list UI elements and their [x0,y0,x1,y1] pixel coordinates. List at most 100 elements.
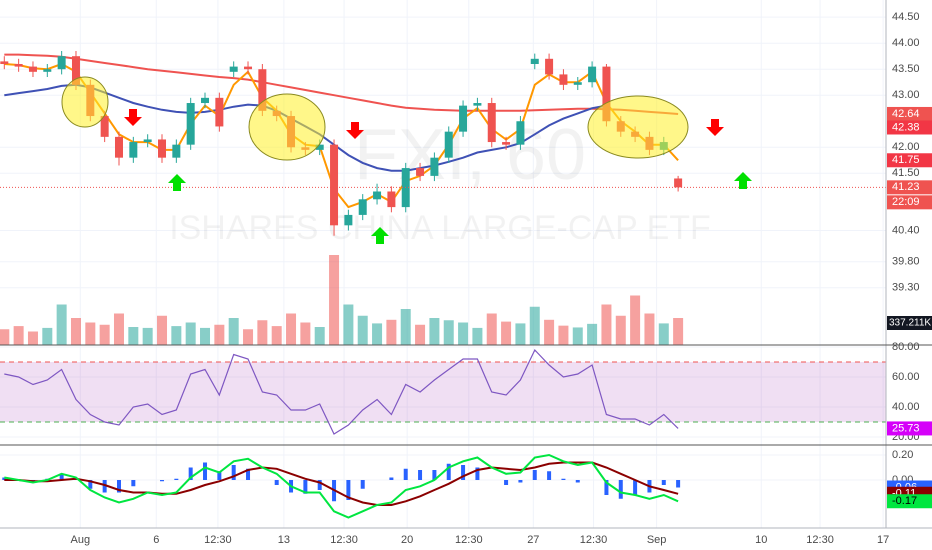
macd-histogram-bar [403,468,408,480]
watermark-name: ISHARES CHINA LARGE-CAP ETF [169,209,711,247]
macd-histogram-bar [561,478,566,480]
volume-bar [615,315,626,345]
candle-body [473,103,482,106]
candle-body [244,66,253,70]
macd-histogram-bar [246,468,251,480]
volume-bar [329,255,340,345]
volume-bar [587,323,598,345]
countdown: 22:09 [892,196,920,208]
y-tick-label: 43.00 [892,89,920,101]
candle-body [545,58,554,75]
marks [0,50,886,519]
price-label-box [887,106,932,121]
candle-body [330,144,339,226]
x-tick-label: 13 [278,534,290,546]
x-tick-label: Aug [70,534,90,546]
price-label: 42.64 [892,108,920,120]
candle-body [502,142,511,145]
volume-bar [13,326,24,345]
y-tick-label: 80.00 [892,341,920,353]
price-label-box [887,153,932,168]
y-tick-label: 40.40 [892,224,920,236]
volume-bar [300,322,311,345]
macd-histogram-bar [274,480,279,485]
volume-bar [415,324,426,345]
macd-histogram-bar [231,465,236,480]
volume-bar [228,318,239,345]
macd-histogram-bar [676,480,681,488]
volume-bar [400,309,411,345]
y-tick-label: 42.00 [892,141,920,153]
volume-bar [214,324,225,345]
y-tick-label: 60.00 [892,371,920,383]
volume-bar [630,295,641,345]
volume-bar [501,321,512,345]
volume-bar [113,313,124,345]
candle-body [315,144,324,150]
candle-body [114,136,123,158]
candle-body [459,105,468,132]
rsi-band [0,361,886,423]
candle-body [201,97,210,104]
macd-histogram-bar [575,480,580,483]
macd-histogram-bar [504,480,509,485]
macd-histogram-bar [217,471,222,480]
macd-histogram-bar [518,480,523,483]
price-label: 42.38 [892,121,920,133]
volume-bar [85,322,96,345]
candle-body [14,64,23,67]
annotations [61,76,752,244]
volume-bar [486,313,497,345]
y-tick-label: 44.00 [892,37,920,49]
volume-bar [56,304,67,345]
macd-histogram-bar [661,480,666,485]
x-tick-label: 20 [401,534,413,546]
volume-bar [372,323,383,345]
y-tick-label: 41.50 [892,167,920,179]
macd-histogram-bar [102,480,107,493]
candle-body [430,157,439,176]
macd-histogram-bar [116,480,121,493]
y-tick-label: 44.50 [892,11,920,23]
candle-body [530,58,539,65]
volume-bar [314,327,325,345]
volume-bar [286,313,297,345]
macd-histogram-bar [188,467,193,480]
volume-bar [472,327,483,345]
y-tick-label: 0.20 [892,449,913,461]
volume-bar [529,306,540,345]
volume-bar [27,331,38,345]
volume-label: 337.211K [889,318,931,329]
candle-body [373,191,382,200]
highlight-ellipse [61,76,109,128]
candle-body [158,139,167,158]
macd-histogram-bar [532,470,537,480]
price-label-box [887,494,932,509]
up-arrow [168,174,186,191]
volume-bar [544,319,555,345]
candle-body [215,97,224,127]
volume-bar [357,315,368,345]
x-tick-label: 12:30 [455,534,483,546]
volume-bar [0,329,10,345]
down-arrow [346,122,364,139]
candle-body [229,66,238,72]
volume-bar [673,318,684,345]
macd-histogram-bar [174,478,179,480]
y-tick-label: 39.30 [892,282,920,294]
volume-bar [257,320,268,345]
volume-bar [658,323,669,345]
x-tick-label: 12:30 [330,534,358,546]
volume-bar [558,325,569,345]
macd-histogram-bar [618,480,623,499]
macd-histogram-bar [360,480,365,489]
x-tick-label: 6 [153,534,159,546]
macd-histogram-bar [446,463,451,480]
y-tick-label: 43.50 [892,63,920,75]
macd-histogram-bar [346,480,351,500]
price-label: -0.17 [892,495,917,507]
x-tick-label: 12:30 [204,534,232,546]
volume-bar [243,329,254,345]
